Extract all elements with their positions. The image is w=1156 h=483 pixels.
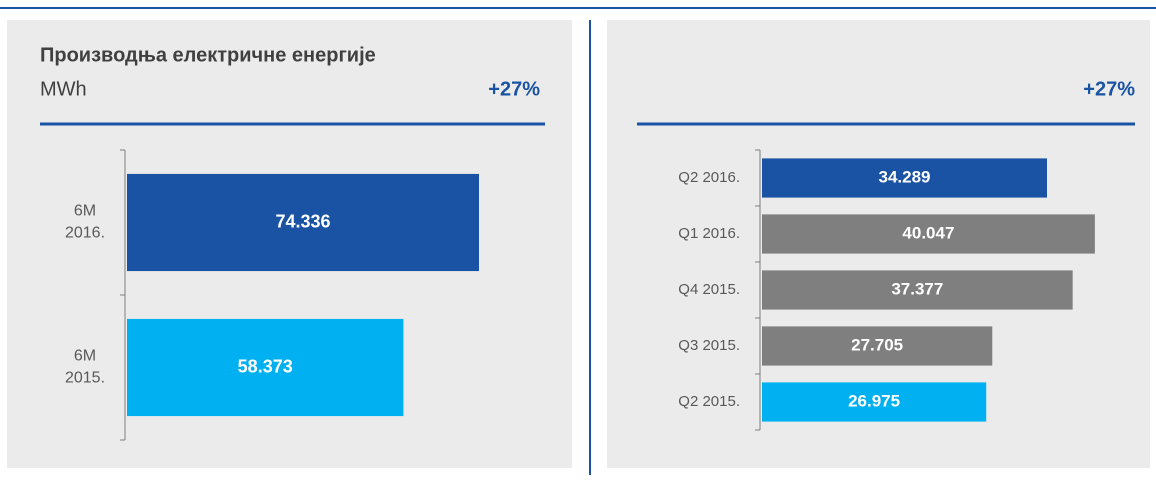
category-line: 6M	[74, 203, 96, 220]
category-label: Q4 2015.	[678, 281, 740, 298]
bar	[762, 158, 1047, 198]
category-label: Q2 2015.	[678, 393, 740, 410]
value-label: 74.336	[275, 211, 330, 231]
category-line: Q1 2016.	[678, 225, 740, 242]
value-label: 34.289	[879, 167, 931, 186]
category-line: 6M	[74, 348, 96, 365]
bar	[127, 173, 479, 272]
category-line: 2016.	[65, 225, 105, 242]
unit-label: MWh	[40, 78, 87, 100]
category-label: Q1 2016.	[678, 225, 740, 242]
category-label: 6M 2016.	[65, 203, 105, 242]
value-label: 40.047	[902, 223, 954, 242]
bar	[127, 318, 404, 417]
value-label: 27.705	[851, 335, 903, 354]
chart-title: Производња електричне енергије	[40, 44, 376, 66]
change-annotation: +27%	[488, 78, 540, 100]
category-line: Q4 2015.	[678, 281, 740, 298]
category-line: Q2 2016.	[678, 169, 740, 186]
value-label: 58.373	[238, 356, 293, 376]
value-label: 26.975	[848, 391, 900, 410]
category-line: Q2 2015.	[678, 393, 740, 410]
bar	[762, 270, 1073, 310]
bar	[762, 382, 987, 422]
bar	[762, 214, 1095, 254]
category-label: Q3 2015.	[678, 337, 740, 354]
category-line: 2015.	[65, 370, 105, 387]
bar	[762, 326, 993, 366]
category-label: 6M 2015.	[65, 348, 105, 387]
category-label: Q2 2016.	[678, 169, 740, 186]
value-label: 37.377	[891, 279, 943, 298]
change-annotation: +27%	[1083, 78, 1135, 100]
category-line: Q3 2015.	[678, 337, 740, 354]
